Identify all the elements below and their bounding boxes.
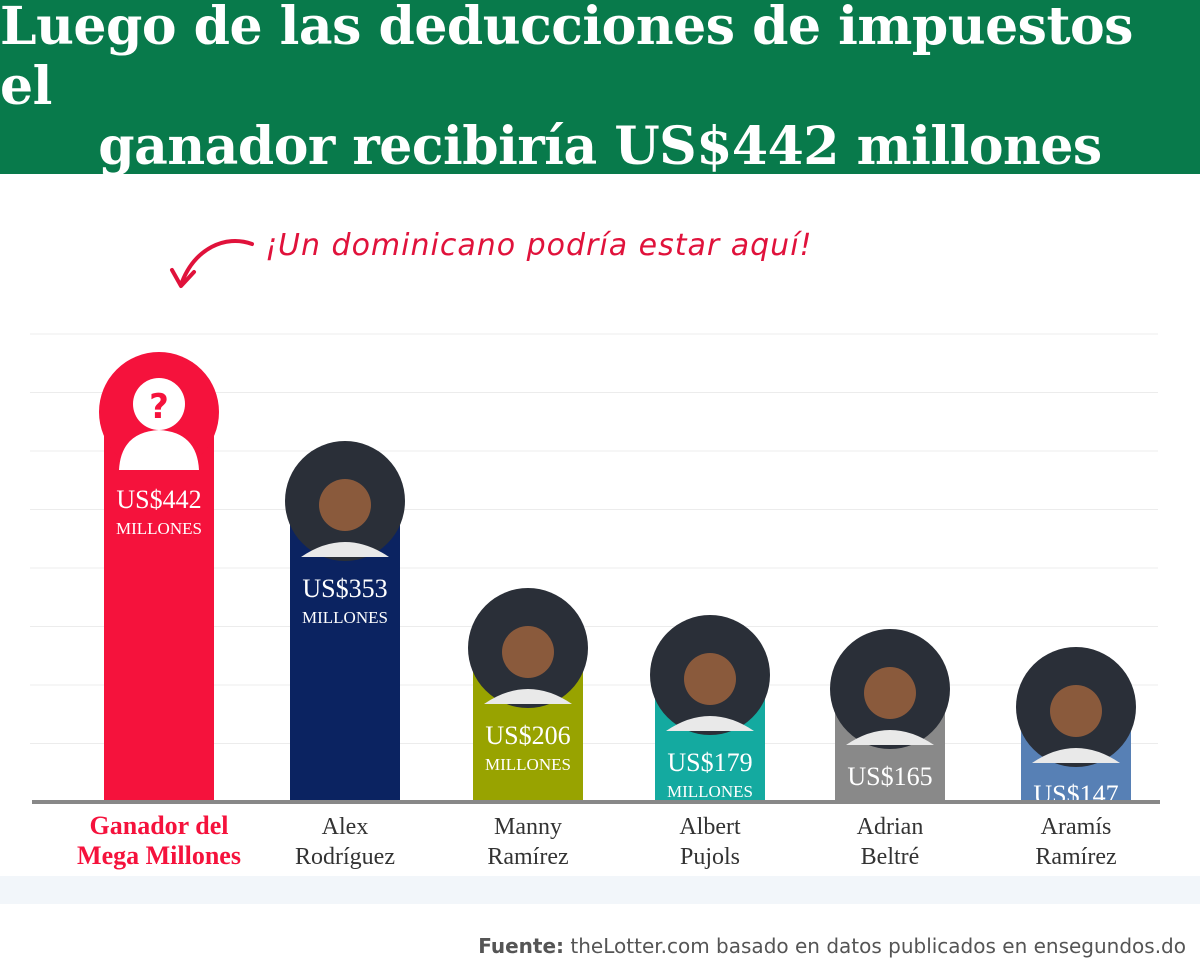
winner-annotation: ¡Un dominicano podría estar aquí! (265, 228, 813, 263)
unit-label: MILLONES (116, 519, 202, 538)
bar-group-2: US$353 MILLONES Alex Rodríguez (285, 441, 405, 870)
category-label-line-2: Ramírez (487, 844, 568, 870)
source-note: Fuente: theLotter.com basado en datos pu… (478, 934, 1186, 958)
value-label: US$147 (1033, 780, 1118, 809)
unit-label: MILLONES (302, 608, 388, 627)
category-label-line-1: Manny (494, 814, 562, 840)
unknown-person-head-icon (133, 378, 185, 430)
annotation-arrow-icon (180, 238, 254, 284)
question-mark-icon: ? (149, 387, 169, 427)
player-face (684, 653, 736, 705)
category-label-line-1: Alex (322, 814, 369, 840)
player-face (864, 667, 916, 719)
annotation-arrowhead-icon (170, 268, 196, 288)
source-text: theLotter.com basado en datos publicados… (570, 934, 1186, 958)
category-label-line-2: Ramírez (1035, 844, 1116, 870)
chart-title-line-1: Luego de las deducciones de impuestos el (0, 0, 1133, 117)
category-label-line-2: Mega Millones (77, 841, 241, 870)
player-face (1050, 685, 1102, 737)
source-label: Fuente: (478, 934, 565, 958)
player-shoulders (846, 730, 934, 745)
category-label-line-1: Ganador del (90, 811, 229, 840)
bar (104, 412, 214, 802)
bar-group-3: US$206 MILLONES Manny Ramírez (468, 588, 588, 870)
player-shoulders (666, 716, 754, 731)
unit-label: MILLONES (1033, 814, 1119, 833)
category-label-line-1: Aramís (1041, 814, 1112, 840)
value-label: US$165 (847, 762, 932, 791)
player-shoulders (301, 542, 389, 557)
value-label: US$206 (485, 721, 570, 750)
chart-title-line-2: ganador recibiría US$442 millones (98, 116, 1102, 177)
unit-label: MILLONES (847, 796, 933, 815)
player-face (502, 626, 554, 678)
category-label-line-2: Beltré (861, 844, 920, 870)
category-label-line-2: Pujols (680, 844, 740, 870)
category-label-line-2: Rodríguez (295, 844, 395, 870)
unknown-person-body-icon (119, 430, 199, 470)
chart-header: Luego de las deducciones de impuestos el… (0, 0, 1200, 177)
category-label-line-1: Albert (679, 814, 741, 840)
unit-label: MILLONES (667, 782, 753, 801)
value-label: US$442 (116, 485, 201, 514)
category-label-line-1: Adrian (857, 814, 924, 840)
footer-band (0, 876, 1200, 904)
value-label: US$179 (667, 748, 752, 777)
unit-label: MILLONES (485, 755, 571, 774)
value-label: US$353 (302, 574, 387, 603)
player-face (319, 479, 371, 531)
player-shoulders (484, 689, 572, 704)
bar-group-4: US$179 MILLONES Albert Pujols (650, 615, 770, 870)
player-shoulders (1032, 748, 1120, 763)
